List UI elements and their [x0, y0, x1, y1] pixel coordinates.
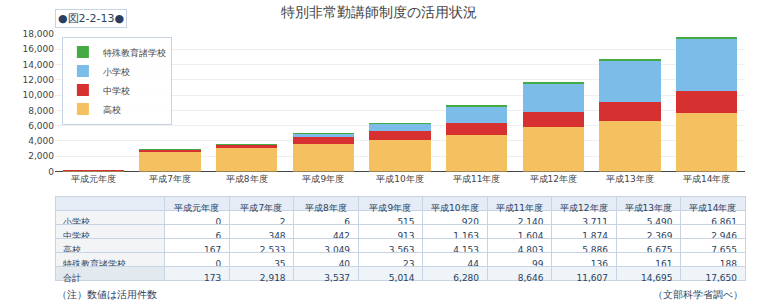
- svg-text:平成8年度: 平成8年度: [305, 203, 347, 213]
- svg-text:2,140: 2,140: [517, 217, 544, 228]
- svg-text:11,607: 11,607: [577, 273, 609, 283]
- svg-text:平成13年度: 平成13年度: [625, 203, 672, 213]
- svg-text:中学校: 中学校: [63, 231, 90, 242]
- svg-text:136: 136: [590, 259, 608, 270]
- svg-text:平成元年度: 平成元年度: [174, 203, 219, 213]
- svg-text:3,711: 3,711: [582, 217, 608, 228]
- svg-text:913: 913: [397, 231, 415, 242]
- svg-text:3,049: 3,049: [324, 245, 351, 256]
- svg-text:188: 188: [719, 259, 737, 270]
- svg-text:920: 920: [461, 217, 480, 228]
- svg-text:4,803: 4,803: [517, 245, 544, 256]
- svg-text:1,163: 1,163: [453, 231, 480, 242]
- svg-text:平成9年度: 平成9年度: [369, 203, 411, 213]
- svg-text:平成9年度: 平成9年度: [302, 174, 344, 184]
- svg-text:6,000: 6,000: [28, 121, 54, 131]
- svg-text:（文部科学省調べ）: （文部科学省調べ）: [653, 289, 743, 300]
- svg-text:0: 0: [215, 217, 222, 228]
- svg-text:16,000: 16,000: [23, 44, 55, 54]
- svg-text:4,000: 4,000: [28, 136, 54, 146]
- svg-text:6: 6: [215, 231, 222, 242]
- svg-text:平成元年度: 平成元年度: [71, 174, 116, 184]
- svg-text:6,675: 6,675: [646, 245, 673, 256]
- svg-text:平成7年度: 平成7年度: [149, 174, 191, 184]
- svg-text:99: 99: [532, 259, 544, 270]
- svg-text:161: 161: [655, 259, 673, 270]
- svg-text:平成10年度: 平成10年度: [376, 174, 423, 184]
- svg-text:8,000: 8,000: [28, 106, 54, 116]
- svg-text:5,886: 5,886: [582, 245, 608, 256]
- svg-text:348: 348: [268, 231, 286, 242]
- svg-text:44: 44: [467, 259, 480, 270]
- svg-text:14,695: 14,695: [641, 273, 673, 283]
- svg-text:6,280: 6,280: [453, 273, 479, 283]
- svg-text:6: 6: [344, 217, 351, 228]
- svg-text:平成11年度: 平成11年度: [453, 174, 500, 184]
- svg-text:平成14年度: 平成14年度: [689, 203, 736, 213]
- svg-text:高校: 高校: [103, 105, 121, 115]
- svg-text:合計: 合計: [63, 273, 81, 283]
- svg-text:14,000: 14,000: [23, 60, 55, 70]
- svg-text:平成14年度: 平成14年度: [683, 174, 730, 184]
- svg-text:18,000: 18,000: [23, 29, 55, 39]
- svg-text:平成12年度: 平成12年度: [560, 203, 607, 213]
- svg-text:40: 40: [338, 259, 351, 270]
- svg-text:平成10年度: 平成10年度: [431, 203, 478, 213]
- svg-text:173: 173: [204, 273, 221, 283]
- svg-text:35: 35: [274, 259, 286, 270]
- svg-text:●図2-2-13●: ●図2-2-13●: [58, 12, 124, 25]
- svg-text:1,604: 1,604: [517, 231, 544, 242]
- svg-text:高校: 高校: [63, 245, 81, 256]
- svg-text:1,874: 1,874: [582, 231, 608, 242]
- svg-text:515: 515: [397, 217, 415, 228]
- svg-text:0: 0: [215, 259, 222, 270]
- svg-text:23: 23: [403, 259, 415, 270]
- svg-text:2,533: 2,533: [259, 245, 286, 256]
- svg-text:（注）数値は活用件数: （注）数値は活用件数: [57, 289, 157, 300]
- svg-text:2,946: 2,946: [711, 231, 737, 242]
- svg-text:12,000: 12,000: [23, 75, 55, 85]
- svg-text:10,000: 10,000: [23, 90, 55, 100]
- svg-text:8,646: 8,646: [518, 273, 544, 283]
- svg-text:小学校: 小学校: [103, 67, 130, 77]
- svg-text:特別非常勤講師制度の活用状況: 特別非常勤講師制度の活用状況: [281, 4, 477, 20]
- svg-text:平成8年度: 平成8年度: [226, 174, 268, 184]
- svg-text:小学校: 小学校: [63, 217, 90, 228]
- svg-text:平成12年度: 平成12年度: [530, 174, 577, 184]
- svg-text:中学校: 中学校: [103, 86, 130, 96]
- svg-text:442: 442: [332, 231, 351, 242]
- svg-text:3,563: 3,563: [388, 245, 415, 256]
- svg-text:6,861: 6,861: [711, 217, 737, 228]
- svg-text:2: 2: [279, 217, 286, 228]
- svg-text:167: 167: [203, 245, 222, 256]
- svg-text:2,918: 2,918: [260, 273, 286, 283]
- svg-text:2,000: 2,000: [28, 151, 54, 161]
- svg-text:平成13年度: 平成13年度: [606, 174, 653, 184]
- svg-text:5,490: 5,490: [646, 217, 673, 228]
- svg-text:特殊教育諸学校: 特殊教育諸学校: [63, 259, 126, 270]
- svg-text:平成7年度: 平成7年度: [240, 203, 282, 213]
- svg-text:5,014: 5,014: [389, 273, 415, 283]
- svg-text:平成11年度: 平成11年度: [496, 203, 543, 213]
- svg-text:7,655: 7,655: [711, 245, 737, 256]
- svg-text:2,369: 2,369: [646, 231, 673, 242]
- svg-text:0: 0: [48, 167, 54, 177]
- svg-text:4,153: 4,153: [453, 245, 480, 256]
- svg-text:特殊教育諸学校: 特殊教育諸学校: [103, 48, 166, 58]
- svg-text:3,537: 3,537: [324, 273, 350, 283]
- svg-text:17,650: 17,650: [706, 273, 738, 283]
